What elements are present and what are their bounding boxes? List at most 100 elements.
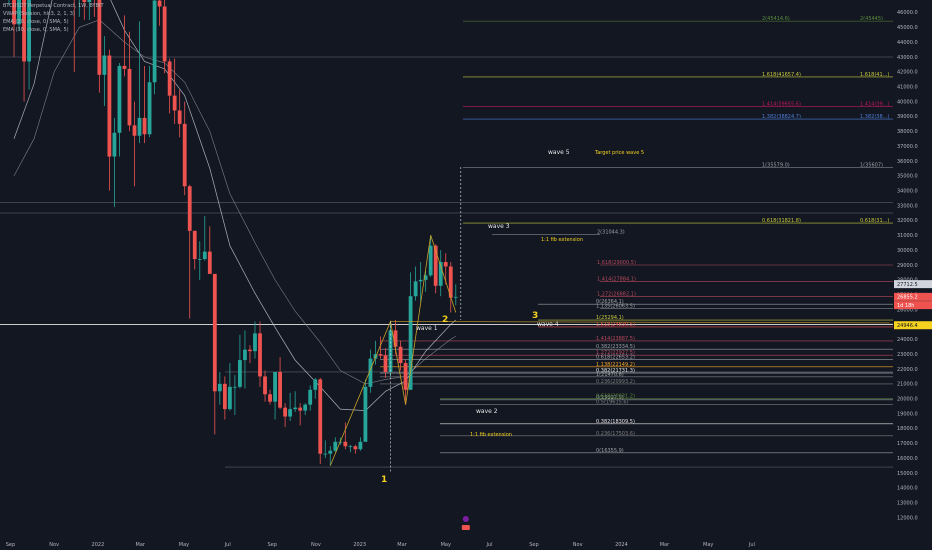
candle-body xyxy=(323,453,328,455)
fib-level-label: 0.382(21731.3) xyxy=(596,368,635,374)
wave3-label: wave 3 xyxy=(488,223,510,230)
price-tick-label: 33000.0 xyxy=(897,203,918,209)
candle-body xyxy=(448,266,453,298)
candle-body xyxy=(373,354,378,359)
candle-body xyxy=(162,6,167,62)
time-tick-label: Mar xyxy=(397,542,407,548)
candle-body xyxy=(212,273,217,392)
trend-line xyxy=(390,321,894,324)
ema-group xyxy=(13,0,457,411)
fib-level-label: 1(25294.1) xyxy=(596,315,624,321)
wave4-label: wave 4 xyxy=(537,321,559,328)
candle-body xyxy=(157,0,162,7)
candle-body xyxy=(137,117,142,136)
fib-level-label: 1.135(26063.5) xyxy=(596,304,635,310)
candle-body xyxy=(433,245,438,286)
fib-level-label: 1.382(38824.7) xyxy=(762,114,801,120)
candle-body xyxy=(368,358,373,387)
candle-body xyxy=(393,330,398,347)
candle-body xyxy=(428,245,433,276)
candle-body xyxy=(217,383,222,392)
wave-number-2: 2 xyxy=(442,315,448,325)
candle-body xyxy=(127,68,132,126)
candle-body xyxy=(122,65,127,69)
fib-level-label: 1.272(22927.5) xyxy=(596,350,635,356)
fib-level-label: 1.618(24830.5) xyxy=(596,322,635,328)
fib-ext-lower-label: 1:1 fib extension xyxy=(470,432,512,438)
wave-number-1: 1 xyxy=(381,475,387,485)
candle-body xyxy=(147,82,152,135)
candle-body xyxy=(202,251,207,260)
price-tick-label: 18000.0 xyxy=(897,426,918,432)
candle-body xyxy=(152,0,157,83)
candle-body xyxy=(142,117,147,135)
price-tag-label: 1d 18h xyxy=(897,303,914,309)
fib-level-label: 0(16355.9) xyxy=(596,448,624,454)
time-tick-label: Nov xyxy=(49,542,59,548)
candle-body xyxy=(222,383,227,410)
candle-body xyxy=(398,346,403,364)
fib-level-label: 1.414(39655.6) xyxy=(762,102,801,108)
fib-level-label: 1.618(29000.5) xyxy=(597,260,636,266)
price-tick-label: 29000.0 xyxy=(897,263,918,269)
candle-body xyxy=(293,407,298,410)
candle-body xyxy=(358,441,363,450)
price-tick-label: 40000.0 xyxy=(897,99,918,105)
candle-body xyxy=(418,279,423,282)
candle-body xyxy=(117,65,122,133)
price-tick-label: 19000.0 xyxy=(897,411,918,417)
price-tick-label: 31000.0 xyxy=(897,233,918,239)
symbol-line: BTCUSDT Perpetual Contract, 1W, BYBIT xyxy=(3,3,104,9)
candle-body xyxy=(227,386,232,410)
price-axis[interactable]: 46000.0 45000.0 44000.0 43000.0 42000.0 41000… xyxy=(897,10,918,521)
candle-body xyxy=(258,333,262,377)
candle-body xyxy=(303,404,308,411)
candle-body xyxy=(172,95,177,111)
price-tick-label: 44000.0 xyxy=(897,40,918,46)
candle-body xyxy=(253,333,257,352)
candle-body xyxy=(17,0,21,25)
fib-level-label-right: 1.382(38...) xyxy=(860,114,889,120)
candle-body xyxy=(187,186,192,231)
fib-level-label: 0.236(17503.6) xyxy=(596,431,635,437)
candle-body xyxy=(112,132,117,157)
fib-ext-upper-label: 1:1 fib extension xyxy=(541,237,583,243)
wave-path-group xyxy=(329,166,894,473)
indicator-vwap: VWAP (Session, hlc3, 2, 1, 3) xyxy=(3,11,75,17)
price-tick-label: 12000.0 xyxy=(897,515,918,521)
fib-level-label: 1.618(41657.4) xyxy=(762,72,801,78)
candle-body xyxy=(132,125,137,136)
candle-body xyxy=(177,110,182,124)
fib-level-label: 2(45414.6) xyxy=(762,16,790,22)
time-tick-label: Mar xyxy=(660,542,670,548)
price-tick-label: 41000.0 xyxy=(897,85,918,91)
candle-body xyxy=(22,0,26,62)
candle-body xyxy=(353,446,358,450)
fib-level-label-right: 2(45445) xyxy=(860,16,883,22)
candle-body xyxy=(12,0,16,25)
time-axis[interactable]: Sep Nov 2022 Mar May Jul Sep Nov 2023 Mar May Jul Se… xyxy=(6,542,755,548)
indicator-ema-20: EMA (20, close, 0, SMA, 5) xyxy=(3,19,69,25)
ema-series-line xyxy=(13,0,457,411)
candle-body xyxy=(82,0,87,3)
price-tick-label: 43000.0 xyxy=(897,55,918,61)
fib-level-label: 1.414(27884.1) xyxy=(597,277,636,283)
time-tick-label: Sep xyxy=(6,542,15,548)
candle-body xyxy=(298,407,303,411)
time-tick-label: Jul xyxy=(748,542,755,548)
fib-level-label: 1.414(23887.5) xyxy=(596,336,635,342)
price-tick-label: 32000.0 xyxy=(897,218,918,224)
event-icon[interactable] xyxy=(462,516,469,522)
fib-level-label-right: 0.618(31...) xyxy=(860,218,889,224)
fib-level-label: 0.618(22653.2) xyxy=(596,354,635,360)
fib-level-label: 0.5(19615.6) xyxy=(596,399,629,405)
price-tag-box xyxy=(894,292,932,301)
candle-body xyxy=(87,0,92,3)
wave1-label: wave 1 xyxy=(416,325,438,332)
time-tick-label: 2023 xyxy=(353,542,366,548)
earnings-flag-icon[interactable] xyxy=(461,525,470,530)
candle-body xyxy=(328,450,333,454)
price-tick-label: 20000.0 xyxy=(897,397,918,403)
